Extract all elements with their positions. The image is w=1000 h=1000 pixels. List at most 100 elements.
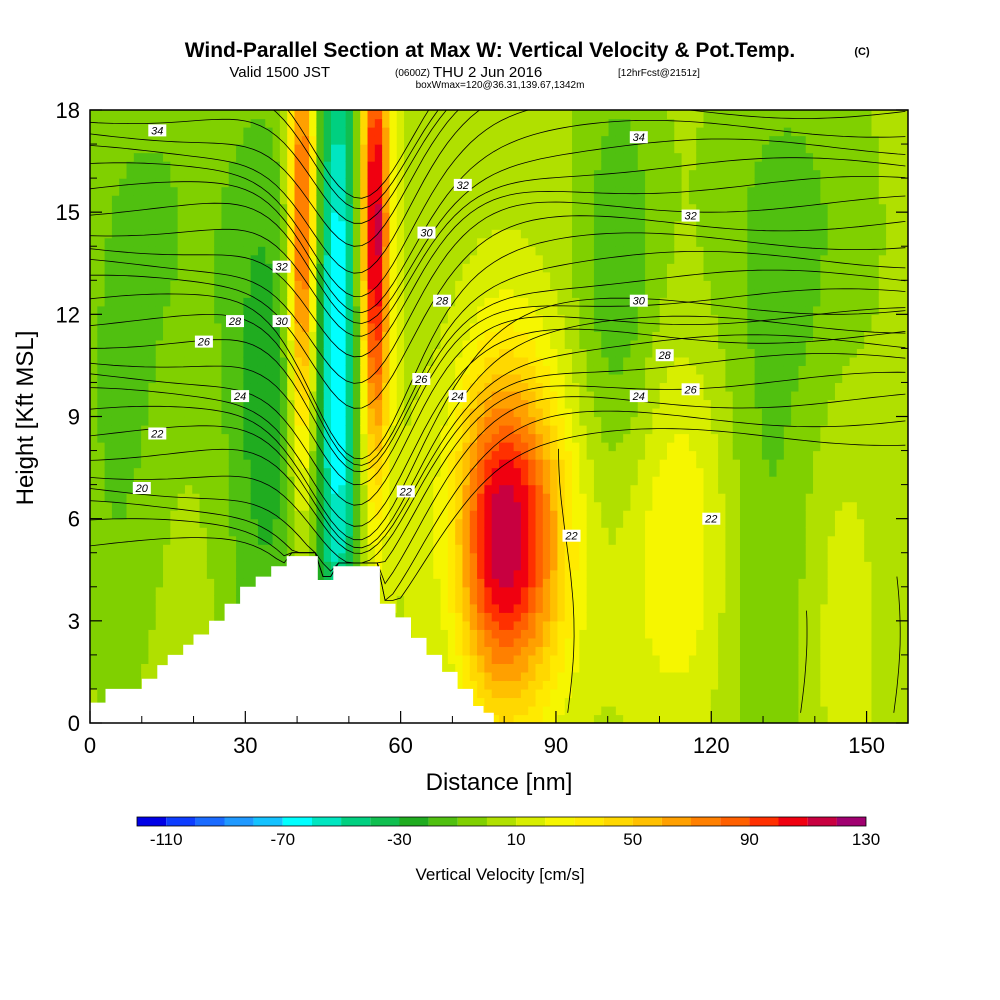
heatmap-cell [170,459,179,469]
heatmap-cell [126,510,135,520]
heatmap-cell [236,263,244,273]
heatmap-cell [126,620,135,630]
heatmap-cell [133,680,142,690]
heatmap-cell [550,390,559,401]
heatmap-cell [352,212,361,222]
heatmap-cell [228,442,237,452]
heatmap-cell [338,476,347,486]
heatmap-cell [396,322,405,332]
heatmap-cell [214,390,223,401]
heatmap-cell [579,254,588,264]
heatmap-cell [323,433,332,443]
heatmap-cell [433,433,442,443]
heatmap-cell [206,510,215,520]
heatmap-cell [250,365,259,375]
heatmap-cell [294,144,303,154]
heatmap-cell [148,527,157,537]
heatmap-cell [352,280,361,290]
heatmap-cell [557,510,566,520]
heatmap-cell [513,697,522,707]
heatmap-cell [425,263,434,273]
heatmap-cell [586,476,595,486]
heatmap-cell [477,220,485,230]
heatmap-cell [126,552,135,562]
heatmap-cell [257,220,266,230]
heatmap-cell [433,637,442,647]
heatmap-cell [192,152,201,162]
heatmap-cell [382,356,391,367]
heatmap-cell [499,637,507,647]
heatmap-cell [243,305,252,315]
heatmap-cell [433,544,442,554]
heatmap-cell [367,433,376,443]
heatmap-cell [97,161,106,171]
heatmap-cell [382,144,391,154]
heatmap-cell [126,663,135,673]
heatmap-cell [389,212,398,222]
heatmap-cell [257,527,266,537]
heatmap-cell [455,671,464,682]
heatmap-cell [243,399,252,409]
heatmap-cell [221,263,230,273]
heatmap-cell [579,425,588,435]
heatmap-cell [170,612,179,622]
heatmap-cell [477,544,485,554]
heatmap-cell [586,484,595,494]
heatmap-cell [506,433,515,443]
heatmap-cell [455,246,464,256]
heatmap-cell [418,467,427,477]
heatmap-cell [257,203,266,213]
heatmap-cell [433,407,442,418]
heatmap-cell [279,305,288,315]
heatmap-cell [272,535,281,545]
heatmap-cell [287,203,296,213]
heatmap-cell [133,476,142,486]
heatmap-cell [257,382,266,392]
heatmap-cell [433,629,442,639]
heatmap-cell [243,271,252,281]
heatmap-cell [199,620,208,630]
heatmap-cell [542,203,551,213]
heatmap-cell [206,552,215,562]
heatmap-cell [520,331,529,341]
heatmap-cell [447,637,456,647]
heatmap-cell [126,271,135,281]
heatmap-cell [104,595,113,605]
heatmap-cell [440,595,449,605]
heatmap-cell [250,212,259,222]
heatmap-cell [557,518,566,528]
heatmap-cell [141,237,150,247]
heatmap-cell [564,280,573,290]
heatmap-cell [163,382,171,392]
heatmap-cell [579,646,588,656]
heatmap-cell [214,433,223,443]
heatmap-cell [425,237,434,247]
heatmap-cell [447,135,456,145]
heatmap-cell [257,416,266,426]
heatmap-cell [184,186,193,196]
heatmap-cell [206,203,215,213]
heatmap-cell [411,246,420,256]
heatmap-cell [520,382,529,392]
heatmap-cell [214,203,223,213]
heatmap-cell [163,169,171,179]
heatmap-cell [163,203,171,213]
heatmap-cell [111,254,120,264]
heatmap-cell [528,280,537,290]
heatmap-cell [572,212,580,222]
heatmap-cell [331,314,339,324]
heatmap-cell [170,178,179,188]
heatmap-cell [155,646,164,656]
heatmap-cell [294,220,303,230]
heatmap-cell [148,629,157,639]
heatmap-cell [440,118,449,128]
heatmap-cell [170,365,179,375]
heatmap-cell [411,331,420,341]
heatmap-cell [126,339,135,349]
heatmap-cell [90,501,98,511]
heatmap-cell [199,527,208,537]
heatmap-cell [104,569,113,579]
heatmap-cell [97,484,106,494]
heatmap-cell [462,186,471,196]
heatmap-cell [499,254,507,264]
